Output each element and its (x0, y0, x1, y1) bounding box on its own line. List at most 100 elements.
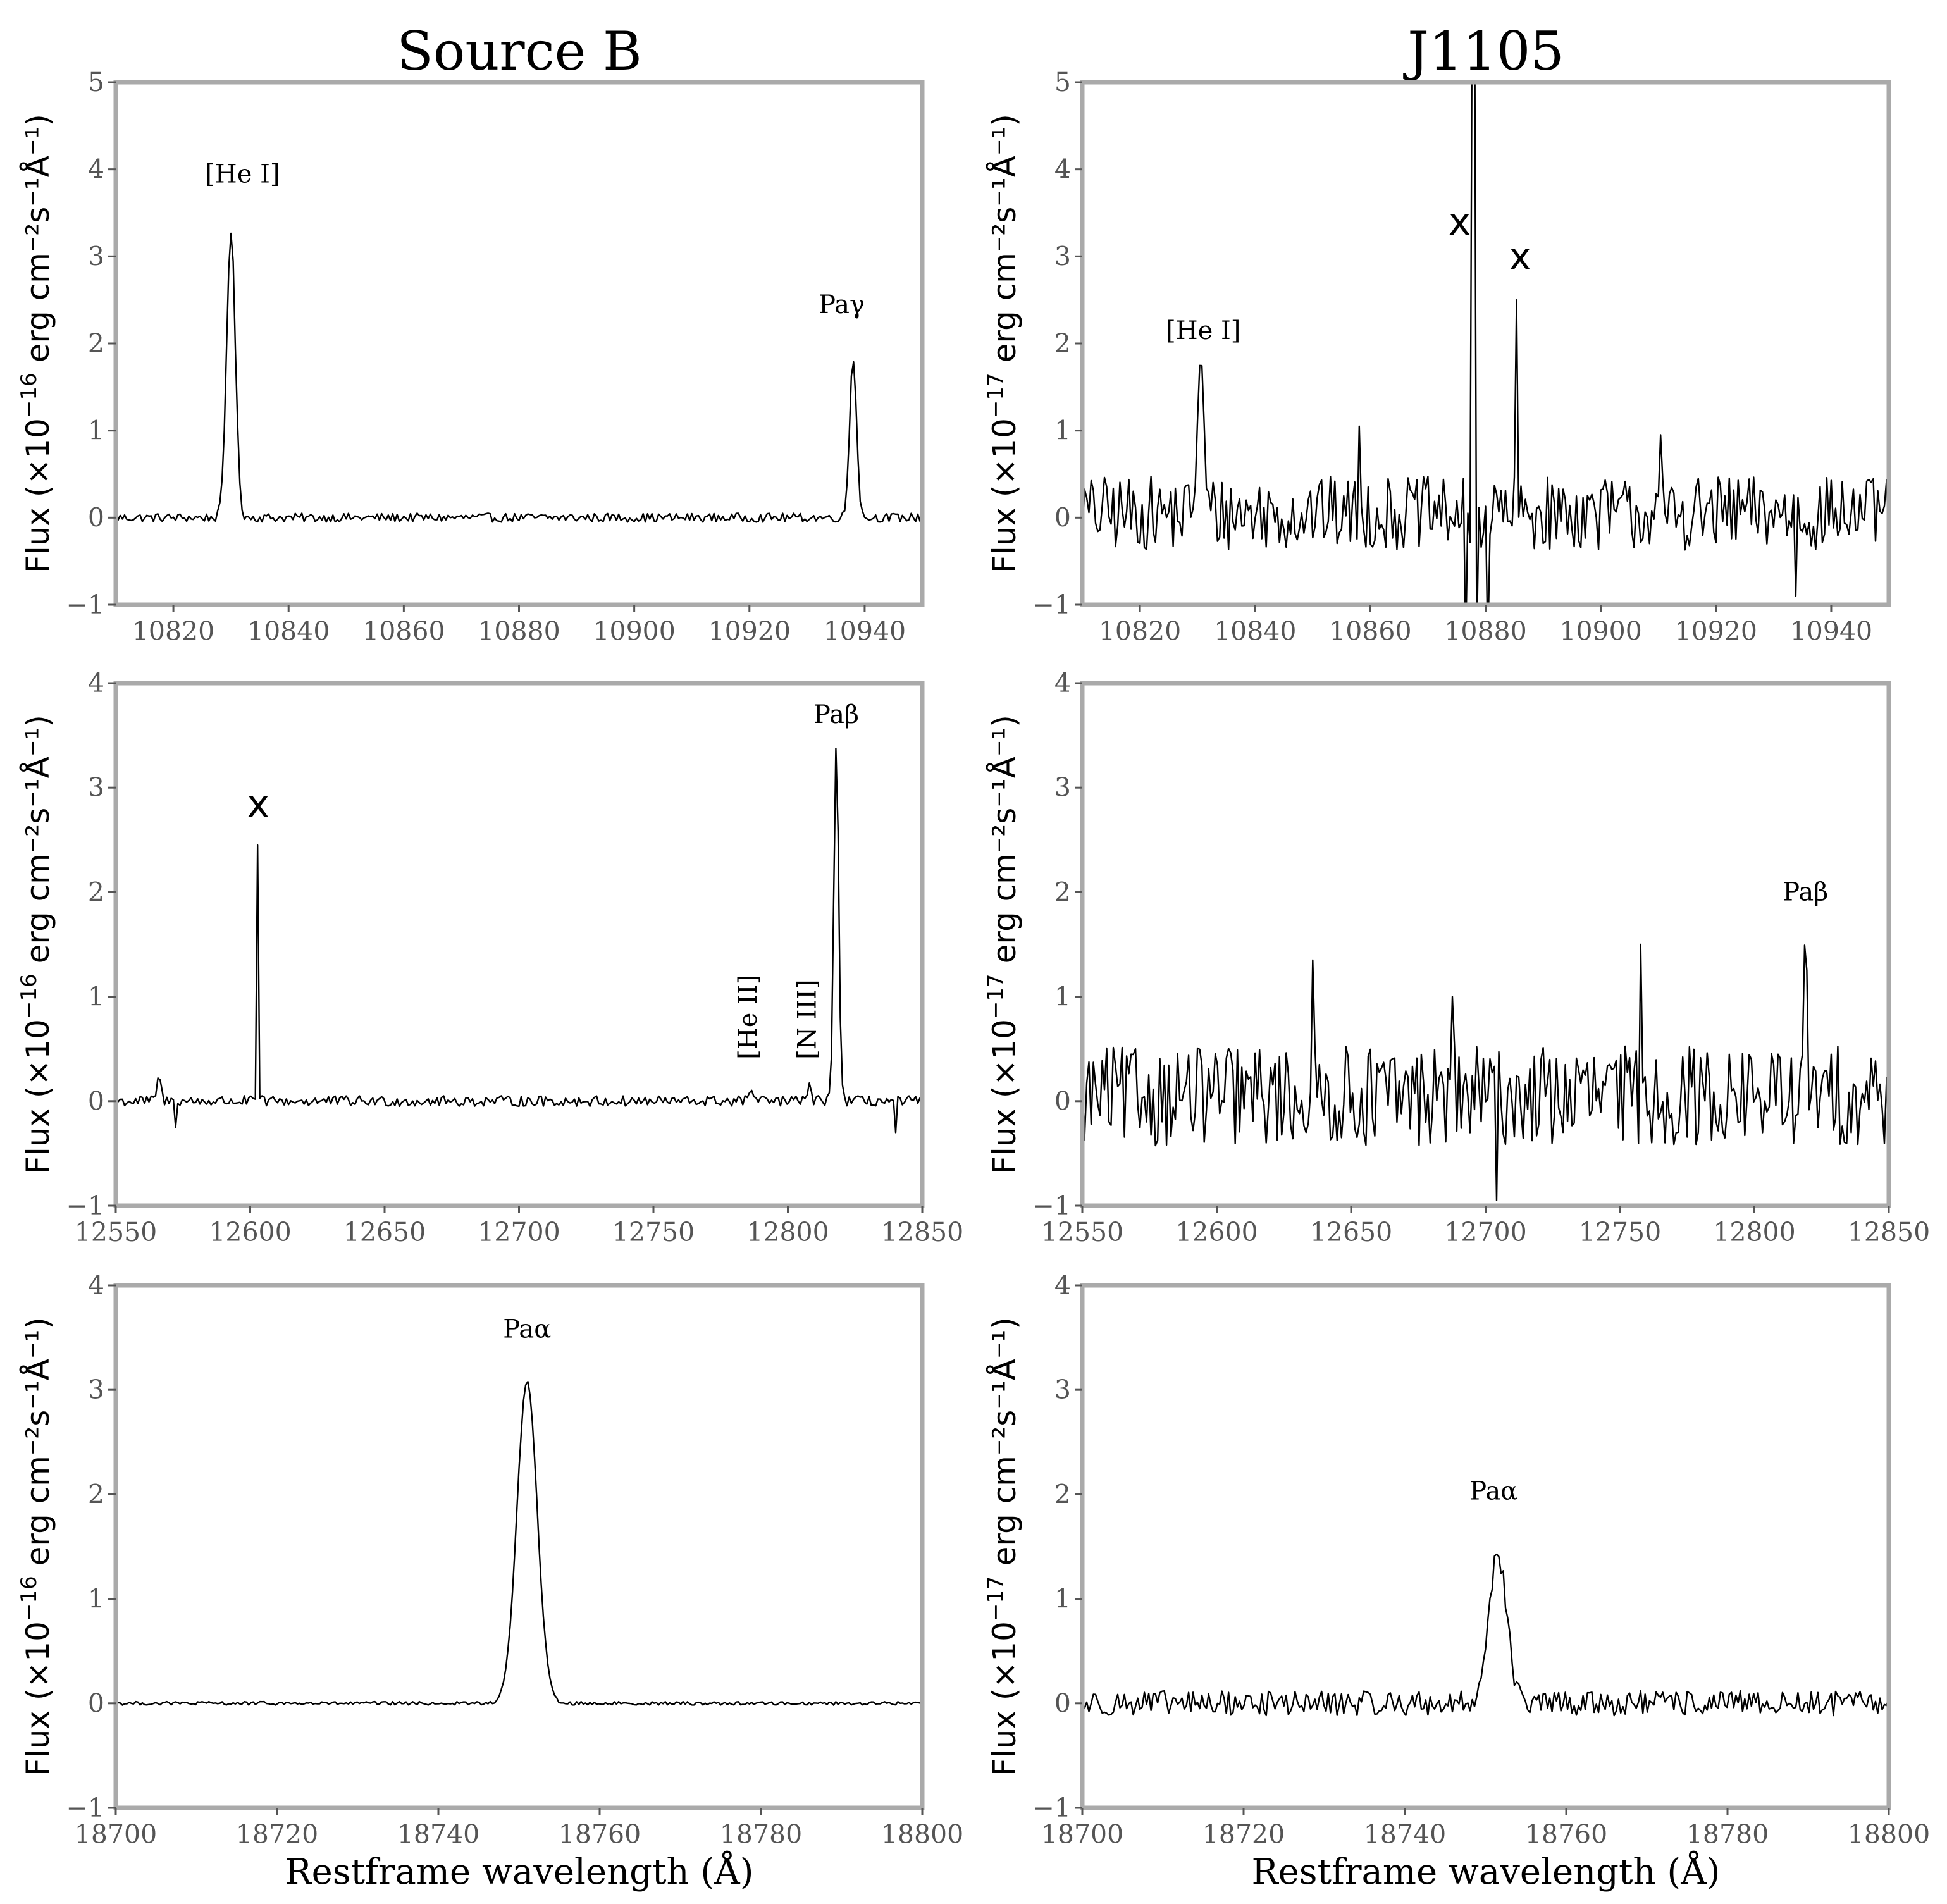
emission-line-label: Paα (1469, 1477, 1517, 1506)
x-tick-label: 10820 (132, 616, 214, 646)
x-tick-label: 18720 (236, 1819, 318, 1850)
y-tick-label: 3 (88, 241, 104, 271)
y-tick-label: 0 (1054, 502, 1071, 533)
panel-4: 12550 12600 12650 12700 12750 12800 12850 −1 0 1 2… (983, 668, 1930, 1247)
y-tick-label: 4 (88, 154, 104, 185)
x-tick-label: 10860 (1329, 616, 1411, 646)
x-tick-label: 18800 (881, 1819, 963, 1850)
emission-line-label: [He II] (734, 975, 763, 1060)
spectrum-series-4 (1082, 943, 1889, 1201)
y-tick-label: 1 (1054, 982, 1071, 1012)
plot-frame (113, 1283, 925, 1810)
spectrum-series-6 (1082, 1553, 1889, 1717)
y-tick-label: 5 (1054, 67, 1071, 97)
y-tick-label: 0 (1054, 1688, 1071, 1719)
y-tick-label: −1 (66, 1190, 104, 1221)
x-tick-label: 18700 (1041, 1819, 1123, 1850)
y-tick-label: −1 (1033, 1793, 1071, 1823)
x-tick-label: 10900 (593, 616, 675, 646)
y-tick-label: 4 (1054, 1270, 1071, 1301)
y-tick-label: 3 (1054, 1375, 1071, 1405)
y-tick-label: 2 (1054, 1479, 1071, 1509)
spectrum-series-3 (116, 748, 922, 1134)
x-tick-label: 10820 (1099, 616, 1181, 646)
y-axis-label: Flux (×10−17 erg cm⁻²s⁻¹Å⁻¹) (983, 114, 1023, 573)
x-tick-label: 10940 (824, 616, 906, 646)
x-tick-label: 10880 (1444, 616, 1526, 646)
y-tick-label: 1 (1054, 416, 1071, 446)
y-tick-label: −1 (1033, 1190, 1071, 1221)
panel-1: 10820 10840 10860 10880 10900 10920 10940 −1 0 1 2… (16, 67, 925, 646)
y-tick-label: 0 (1054, 1086, 1071, 1116)
y-axis-label: Flux (×10−16 erg cm⁻²s⁻¹Å⁻¹) (16, 114, 56, 573)
x-tick-label: 12700 (478, 1217, 560, 1247)
artifact-marker: x (1449, 200, 1471, 244)
y-tick-label: 2 (1054, 328, 1071, 359)
emission-line-label: [N III] (793, 979, 822, 1059)
x-tick-label: 12700 (1444, 1217, 1526, 1247)
x-tick-label: 18740 (397, 1819, 479, 1850)
y-axis-label: Flux (×10−16 erg cm⁻²s⁻¹Å⁻¹) (16, 715, 56, 1174)
x-axis-label-right: Restframe wavelength (Å) (1251, 1850, 1720, 1893)
y-tick-label: −1 (66, 590, 104, 620)
spectrum-series-2 (1082, 82, 1889, 605)
x-tick-label: 10840 (247, 616, 330, 646)
y-axis-label: Flux (×10−17 erg cm⁻²s⁻¹Å⁻¹) (983, 1317, 1023, 1776)
column-title-source-b: Source B (397, 20, 642, 82)
x-tick-label: 18760 (559, 1819, 641, 1850)
x-tick-label: 18780 (720, 1819, 802, 1850)
y-tick-label: 5 (88, 67, 104, 97)
y-tick-label: 3 (1054, 241, 1071, 271)
x-tick-label: 12800 (1713, 1217, 1795, 1247)
x-tick-label: 18720 (1202, 1819, 1285, 1850)
x-tick-label: 12750 (1579, 1217, 1661, 1247)
y-tick-label: 4 (88, 668, 104, 698)
x-tick-label: 18740 (1364, 1819, 1446, 1850)
y-tick-label: −1 (66, 1793, 104, 1823)
x-tick-label: 12550 (1041, 1217, 1123, 1247)
y-tick-label: 1 (88, 982, 104, 1012)
x-tick-label: 12750 (612, 1217, 695, 1247)
y-tick-label: 4 (1054, 668, 1071, 698)
artifact-marker: x (247, 782, 269, 826)
y-tick-label: 3 (1054, 772, 1071, 803)
emission-line-label: Paγ (819, 290, 865, 319)
x-tick-label: 10900 (1559, 616, 1641, 646)
x-tick-label: 12800 (746, 1217, 829, 1247)
x-tick-label: 12550 (75, 1217, 157, 1247)
x-tick-label: 12650 (343, 1217, 426, 1247)
y-tick-label: 2 (1054, 877, 1071, 907)
emission-line-label: Paβ (1783, 878, 1828, 907)
panel-5: 18700 18720 18740 18760 18780 18800 −1 0 1 2 3 4 Flu… (16, 1270, 963, 1850)
y-tick-label: 4 (88, 1270, 104, 1301)
x-tick-label: 10920 (708, 616, 791, 646)
y-tick-label: 0 (88, 1086, 104, 1116)
x-axis-label-left: Restframe wavelength (Å) (285, 1850, 753, 1893)
y-tick-label: 1 (1054, 1584, 1071, 1614)
panel-2: 10820 10840 10860 10880 10900 10920 10940 −1 0 1 2… (983, 67, 1891, 646)
y-tick-label: 1 (88, 416, 104, 446)
spectrum-series-5 (116, 1380, 922, 1706)
panel-6: 18700 18720 18740 18760 18780 18800 −1 0 1 2 3 4 Flu… (983, 1270, 1930, 1850)
y-tick-label: 2 (88, 877, 104, 907)
emission-line-label: [He I] (1166, 316, 1240, 345)
x-tick-label: 12600 (1175, 1217, 1258, 1247)
y-axis-label: Flux (×10−16 erg cm⁻²s⁻¹Å⁻¹) (16, 1317, 56, 1776)
y-tick-label: 2 (88, 1479, 104, 1509)
y-axis-label: Flux (×10−17 erg cm⁻²s⁻¹Å⁻¹) (983, 715, 1023, 1174)
y-tick-label: 2 (88, 328, 104, 359)
x-tick-label: 12650 (1310, 1217, 1392, 1247)
x-tick-label: 10920 (1675, 616, 1757, 646)
column-title-j1105: J1105 (1402, 20, 1564, 82)
y-tick-label: 0 (88, 1688, 104, 1719)
x-tick-label: 18700 (75, 1819, 157, 1850)
x-tick-label: 10880 (478, 616, 560, 646)
plot-frame (1080, 1283, 1891, 1810)
x-tick-label: 10840 (1214, 616, 1296, 646)
x-tick-label: 10940 (1790, 616, 1872, 646)
artifact-marker: x (1509, 235, 1531, 279)
y-tick-label: 0 (88, 502, 104, 533)
emission-line-label: [He I] (205, 159, 280, 189)
x-tick-label: 18780 (1686, 1819, 1769, 1850)
